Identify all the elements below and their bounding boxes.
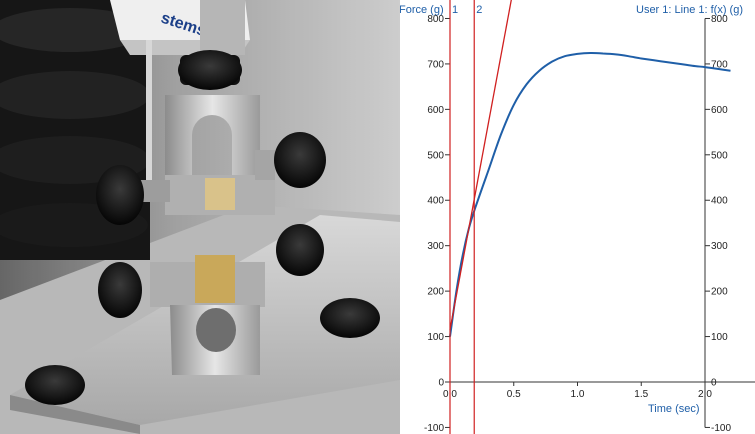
y-tick-label-left: -100 [424, 423, 444, 434]
fit-line [449, 0, 512, 330]
knob-icon [276, 224, 324, 276]
marker-label-1: 1 [452, 4, 458, 16]
axes: -100 -100 0 0 100 100 200 200 300 300 400 400 500 500… [424, 14, 755, 434]
knob-icon [96, 165, 144, 225]
knob-icon [274, 132, 326, 188]
y-tick-label-right: 0 [711, 378, 717, 389]
y-tick-label-left: 300 [427, 241, 444, 252]
y-tick-label-left: 100 [427, 332, 444, 343]
y-tick-label-left: 500 [427, 150, 444, 161]
y-tick-label-left: 700 [427, 59, 444, 70]
lower-grip [150, 255, 265, 375]
x-tick-label: 1.5 [634, 389, 648, 400]
texture-analyzer-photo: stems [0, 0, 400, 434]
knob-icon [25, 365, 85, 405]
x-tick-label: 2.0 [698, 389, 712, 400]
y-tick-label-left: 200 [427, 287, 444, 298]
x-tick-label: 0.5 [507, 389, 521, 400]
knob-icon [98, 262, 142, 318]
force-curve [449, 51, 731, 337]
y-tick-label-left: 800 [427, 14, 444, 25]
y-tick-label-right: 400 [711, 196, 728, 207]
y-tick-label-right: 300 [711, 241, 728, 252]
y-tick-label-right: 600 [711, 105, 728, 116]
marker-label-2: 2 [476, 4, 482, 16]
upper-grip [140, 95, 275, 215]
y-tick-label-right: 800 [711, 14, 728, 25]
left-axis-label: Force (g) [400, 4, 444, 16]
knob-icon [320, 298, 380, 338]
series-layer [449, 0, 731, 337]
y-tick-label-right: 100 [711, 332, 728, 343]
x-tick-label: 1.0 [571, 389, 585, 400]
y-tick-label-left: 0 [438, 378, 444, 389]
y-tick-label-right: -100 [711, 423, 731, 434]
knob-icon [178, 50, 242, 90]
y-tick-label-left: 600 [427, 105, 444, 116]
force-time-chart: Force (g) User 1: Line 1: f(x) (g) Time … [400, 0, 755, 434]
y-tick-label-left: 400 [427, 196, 444, 207]
y-tick-label-right: 500 [711, 150, 728, 161]
y-tick-label-right: 700 [711, 59, 728, 70]
right-axis-label: User 1: Line 1: f(x) (g) [636, 4, 743, 16]
x-axis-label: Time (sec) [648, 403, 700, 415]
y-tick-label-right: 200 [711, 287, 728, 298]
